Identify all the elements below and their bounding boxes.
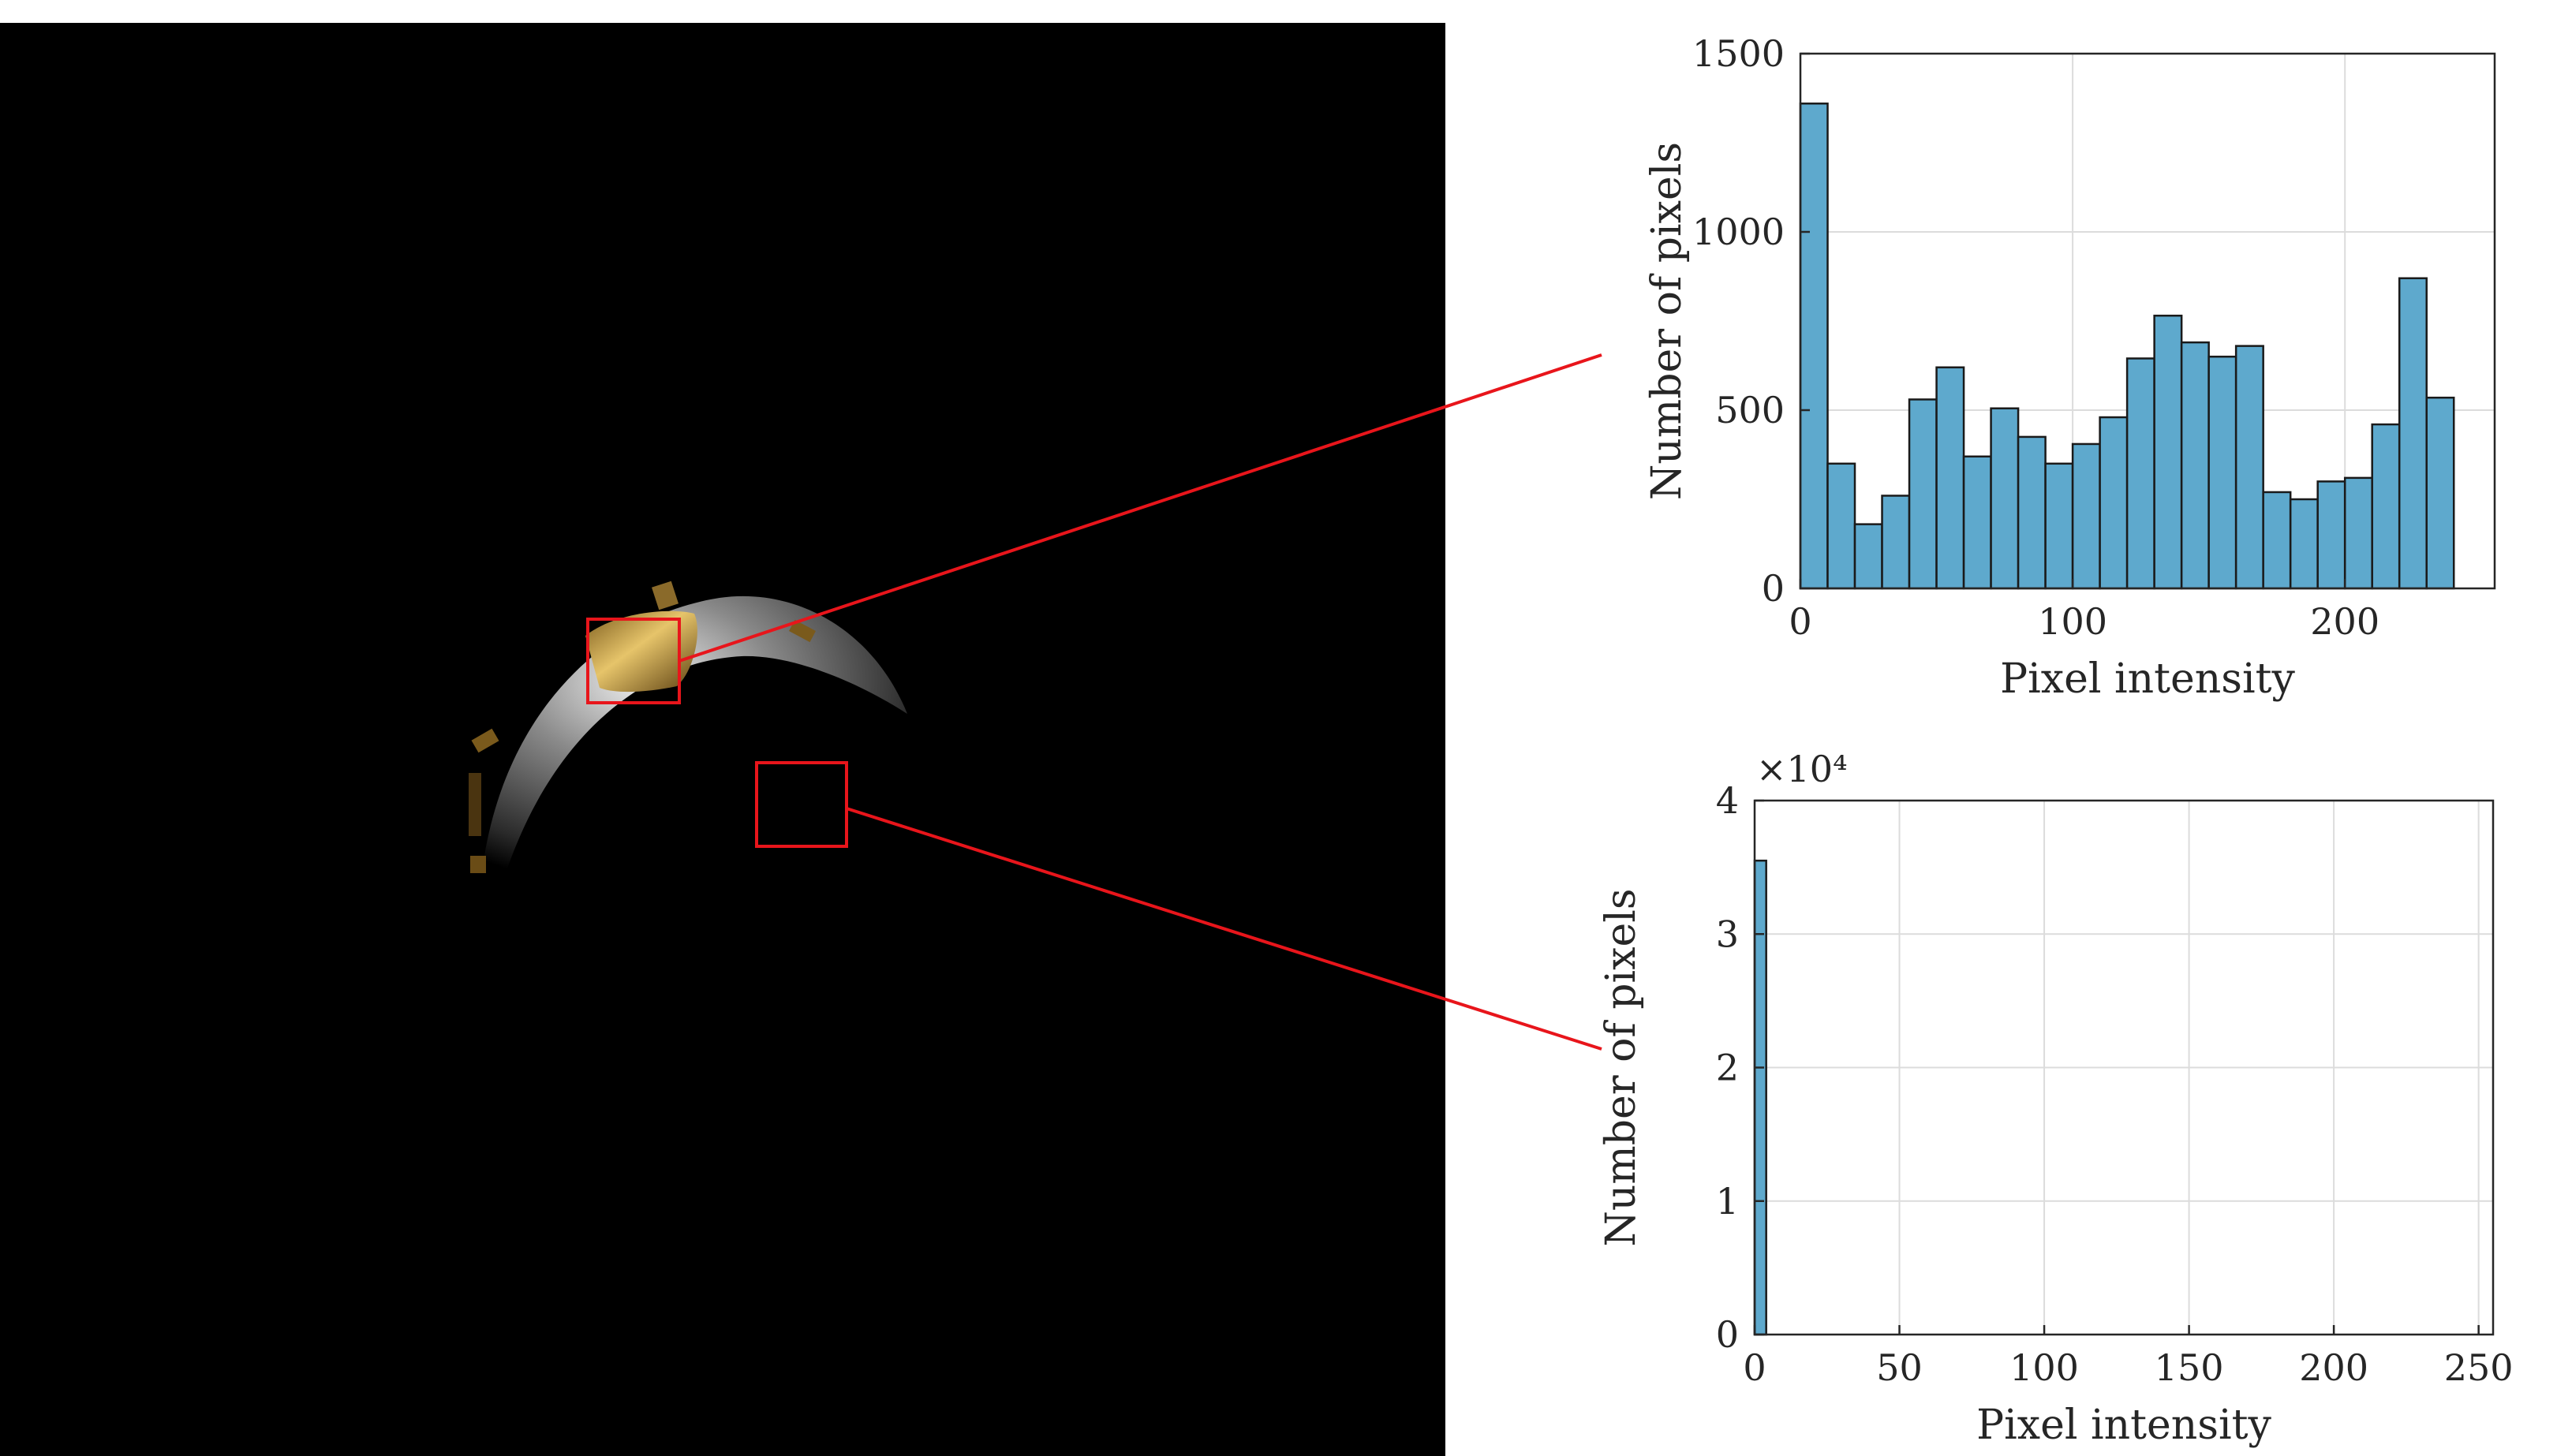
x-axis-label: Pixel intensity [1976, 1402, 2271, 1449]
x-tick-label: 50 [1876, 1346, 1923, 1389]
histogram-bar [2099, 416, 2129, 590]
histogram-bar [2017, 435, 2047, 590]
histogram-bar [1881, 495, 1911, 590]
x-axis-label: Pixel intensity [2000, 655, 2295, 703]
gold-bracket [470, 856, 486, 873]
histogram-bar [1853, 523, 1883, 590]
histogram-object: 0 100 200 0 500 1000 1500 Pixel intensity Numb… [1643, 32, 2496, 703]
histogram-bar [1799, 103, 1829, 590]
histogram-bar [2262, 491, 2292, 590]
y-tick-label: 0 [1762, 567, 1785, 610]
y-axis-label: Number of pixels [1598, 888, 1645, 1246]
image-background [0, 23, 1445, 1456]
y-tick-label: 3 [1716, 913, 1739, 955]
histogram-background: 0 50 100 150 200 250 0 1 2 3 4 Pixel intensity Num… [1598, 748, 2514, 1449]
y-tick-label: 1 [1716, 1180, 1739, 1223]
y-tick-label: 2 [1716, 1047, 1739, 1089]
histogram-bar [1908, 398, 1938, 590]
x-tick-label: 250 [2444, 1346, 2514, 1389]
histogram-bar [2207, 355, 2237, 590]
gold-bracket [652, 581, 679, 610]
x-tick-label: 100 [2009, 1346, 2079, 1389]
gold-bracket [469, 773, 481, 836]
spacecraft-image-panel [0, 23, 1445, 1456]
x-tick-label: 150 [2155, 1346, 2224, 1389]
x-tick-label: 200 [2310, 600, 2379, 643]
histogram-bar [1753, 859, 1767, 1336]
connector-line-bottom [846, 807, 1602, 1051]
connector-line-top [679, 353, 1602, 663]
y-tick-label: 1500 [1692, 32, 1785, 75]
histogram-bar [2371, 423, 2401, 590]
x-tick-label: 0 [1743, 1346, 1766, 1389]
gold-panel [585, 610, 697, 693]
histogram-bar [2289, 498, 2319, 590]
histogram-bar [2425, 396, 2455, 590]
x-tick-label: 100 [2038, 600, 2107, 643]
x-tick-label: 200 [2299, 1346, 2368, 1389]
histogram-bar [2153, 314, 2183, 590]
gold-bracket [471, 728, 499, 753]
histogram-bar [2071, 442, 2101, 590]
histogram-bar [2316, 480, 2346, 590]
histogram-bar [1935, 366, 1965, 590]
histogram-bar [2234, 345, 2264, 590]
histogram-bar [2398, 277, 2428, 590]
y-tick-label: 500 [1715, 389, 1785, 431]
y-axis-label: Number of pixels [1643, 142, 1691, 500]
histogram-bar [2343, 476, 2373, 590]
histogram-bar [1962, 455, 1992, 590]
gold-bracket [789, 619, 816, 643]
highlight-box-background [755, 761, 848, 848]
y-tick-label: 1000 [1692, 211, 1785, 253]
histogram-bar [2044, 462, 2074, 590]
x-tick-label: 0 [1789, 600, 1811, 643]
histogram-bar [1826, 462, 1856, 590]
histogram-bar [2180, 341, 2210, 590]
plot-frame [1799, 52, 2496, 590]
y-tick-label: 0 [1716, 1313, 1739, 1356]
y-tick-label: 4 [1716, 779, 1739, 822]
y-axis-exponent: ×10⁴ [1756, 748, 1848, 790]
histogram-bar [1990, 407, 2020, 590]
histogram-bar [2125, 357, 2155, 590]
